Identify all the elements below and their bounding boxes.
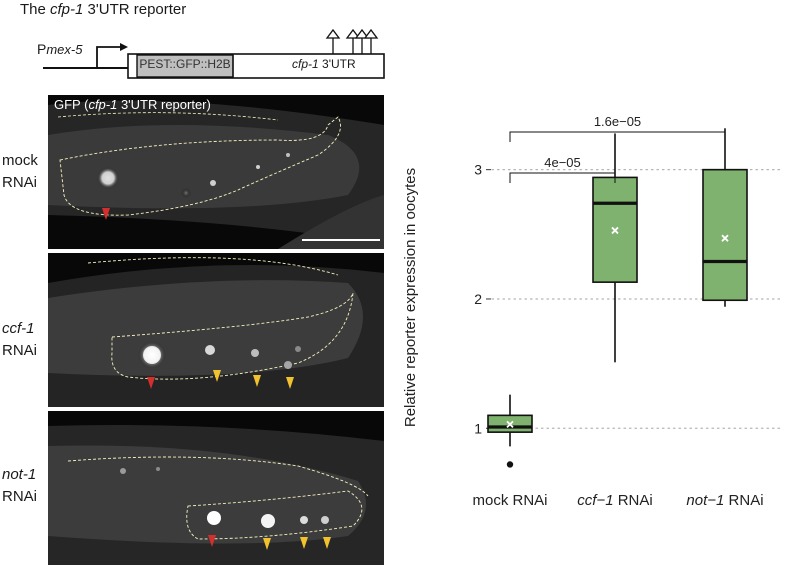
yellow-arrowhead: [300, 537, 308, 549]
row-label-ccf1: ccf-1 RNAi: [2, 318, 37, 362]
gridlines: [491, 169, 781, 429]
micrograph-ccf1: [48, 253, 384, 407]
y-tick-label: 1: [474, 420, 482, 436]
utr-gene: cfp-1: [292, 57, 319, 71]
promoter-arrow: [96, 46, 120, 68]
promoter-label: Pmex-5: [37, 41, 82, 57]
utr-label: cfp-1 3'UTR: [292, 57, 356, 71]
promoter-arrowhead: [120, 43, 128, 51]
y-tick-label: 2: [474, 291, 482, 307]
red-arrowhead: [208, 535, 216, 547]
red-arrowhead: [102, 208, 110, 220]
row-label-line2: RNAi: [2, 488, 38, 505]
mean-marker: [721, 234, 729, 242]
mean-marker: [506, 420, 514, 429]
boxplot-chart: 1 2 3 4e−05 1.6e−05 Relative reporter expre…: [402, 114, 781, 509]
micrograph-ccf1-image: [48, 257, 384, 407]
figure-title: The cfp-1 3'UTR reporter: [20, 1, 186, 18]
y-axis: 1 2 3: [474, 162, 491, 436]
gfp-label-prefix: GFP (: [54, 97, 89, 112]
row-label-line2: RNAi: [2, 342, 38, 359]
promoter-prefix: P: [37, 41, 47, 57]
micrograph-not1: [48, 411, 384, 565]
gfp-cassette-label: PEST::GFP::H2B: [139, 57, 231, 71]
row-label-line1: ccf-1: [2, 320, 35, 337]
red-arrowhead: [147, 377, 155, 389]
comparison-bracket: [509, 172, 616, 183]
yellow-arrowhead: [213, 370, 221, 382]
title-suffix: 3'UTR reporter: [83, 1, 187, 18]
utr-element-markers: [325, 28, 379, 54]
gfp-panel-label: GFP (cfp-1 3'UTR reporter): [54, 97, 211, 112]
gfp-label-suffix: 3'UTR reporter): [117, 97, 211, 112]
significance-brackets: 4e−05 1.6e−05: [509, 114, 726, 183]
row-label-line1: not-1: [2, 466, 37, 483]
x-category-label: not−1 RNAi: [686, 492, 763, 509]
yellow-arrowhead: [323, 537, 331, 549]
title-prefix: The: [20, 1, 51, 18]
outlier-point: [506, 461, 514, 468]
box: [702, 168, 748, 302]
row-label-mock: mock RNAi: [2, 150, 38, 194]
title-gene: cfp-1: [50, 1, 84, 18]
micrograph-mock: GFP (cfp-1 3'UTR reporter): [48, 95, 384, 249]
x-category-label: mock RNAi: [472, 492, 547, 509]
yellow-arrowhead: [286, 377, 294, 389]
p-value-label: 1.6e−05: [594, 114, 641, 129]
scale-bar: [302, 239, 380, 241]
gfp-label-gene: cfp-1: [88, 97, 118, 112]
x-categories: mock RNAi ccf−1 RNAi not−1 RNAi: [472, 492, 763, 509]
comparison-bracket: [509, 131, 726, 142]
promoter-name: mex-5: [46, 42, 83, 57]
row-label-line1: mock: [2, 152, 38, 169]
mean-marker: [611, 226, 619, 235]
row-label-line2: RNAi: [2, 174, 38, 191]
boxes: [487, 128, 748, 468]
construct-diagram: [43, 28, 385, 79]
yellow-arrowhead: [253, 375, 261, 387]
p-value-label: 4e−05: [544, 155, 581, 170]
row-label-not1: not-1 RNAi: [2, 464, 37, 508]
micrograph-not1-image: [48, 425, 384, 565]
y-axis-label: Relative reporter expression in oocytes: [402, 168, 419, 427]
y-tick-label: 3: [474, 162, 482, 178]
utr-suffix: 3'UTR: [318, 57, 356, 71]
yellow-arrowhead: [263, 538, 271, 550]
x-category-label: ccf−1 RNAi: [577, 492, 652, 509]
micrograph-mock-image: [48, 100, 384, 249]
